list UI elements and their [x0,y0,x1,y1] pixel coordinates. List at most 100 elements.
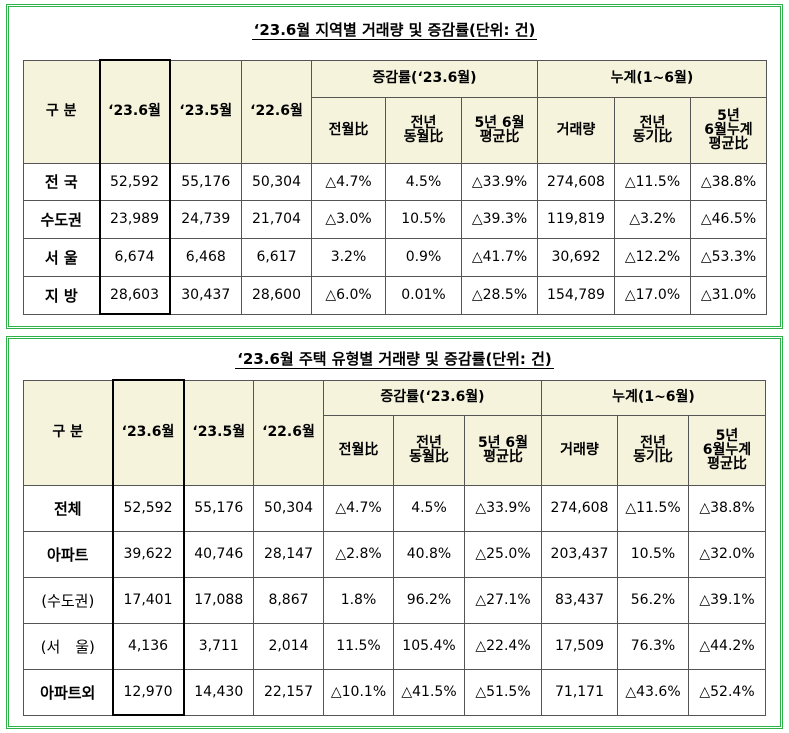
table-row: 지 방 28,603 30,437 28,600 △6.0% 0.01% △28… [23,275,767,315]
cell-jun23: 6,674 [98,237,171,277]
table-row: (서 울) 4,136 3,711 2,014 11.5% 105.4% △22… [23,622,766,670]
cell-jun22: 50,304 [241,162,312,201]
cell-cum-volume: 71,171 [541,668,618,716]
cell-mom: △10.1% [323,668,394,716]
cell-cum-yoy: △17.0% [614,275,691,315]
header-jun23: ‘23.6월 [111,379,185,486]
cell-cum-volume: 119,819 [537,199,615,239]
cell-jun23: 17,401 [111,576,185,624]
housing-type-table-title: ‘23.6월 주택 유형별 거래량 및 증감률(단위: 건) [235,350,554,369]
cell-yoy: 4.5% [393,484,465,532]
cell-mom: △3.0% [311,199,386,239]
cell-yoy: 105.4% [393,622,465,670]
cell-avg5y: △27.1% [464,576,542,624]
cell-mom: 11.5% [323,622,394,670]
cell-yoy: 0.01% [385,275,462,315]
cell-cum-yoy: 76.3% [617,622,689,670]
table-row: 아파트 39,622 40,746 28,147 △2.8% 40.8% △25… [23,530,766,578]
cell-yoy: 4.5% [385,162,462,201]
cell-avg5y: △22.4% [464,622,542,670]
cell-cum-volume: 203,437 [541,530,618,578]
cell-jun22: 2,014 [253,622,324,670]
cell-avg5y: △33.9% [464,484,542,532]
cell-jun23: 52,592 [98,162,171,201]
cell-jun22: 6,617 [241,237,312,277]
cell-cum-yoy: △11.5% [617,484,689,532]
cell-may23: 55,176 [183,484,254,532]
cell-mom: △2.8% [323,530,394,578]
cell-may23: 24,739 [169,199,242,239]
cell-jun22: 22,157 [253,668,324,716]
header-cum-volume: 거래량 [537,96,615,164]
header-yoy: 전년 동월比 [385,96,462,164]
header-category: 구 분 [23,379,113,486]
cell-may23: 55,176 [169,162,242,201]
cell-mom: △4.7% [311,162,386,201]
header-cum-yoy: 전년 동기比 [617,414,689,486]
header-cum-avg5y: 5년 6월누계 평균比 [688,414,766,486]
regional-volume-table: 구 분 ‘23.6월 ‘23.5월 ‘22.6월 증감률(‘23.6월) 누계(… [23,59,767,315]
cell-jun22: 28,147 [253,530,324,578]
cell-jun22: 28,600 [241,275,312,315]
cell-jun22: 21,704 [241,199,312,239]
cell-cum-yoy: 10.5% [617,530,689,578]
cell-avg5y: △28.5% [461,275,538,315]
cell-cum-avg5y: △31.0% [690,275,767,315]
cell-mom: △6.0% [311,275,386,315]
cell-cum-yoy: △43.6% [617,668,689,716]
header-jun22: ‘22.6월 [253,379,324,486]
cell-may23: 30,437 [169,275,242,315]
cell-may23: 14,430 [183,668,254,716]
cell-mom: 3.2% [311,237,386,277]
header-category: 구 분 [23,59,100,164]
cell-yoy: △41.5% [393,668,465,716]
cell-cum-avg5y: △38.8% [688,484,766,532]
cell-cum-avg5y: △38.8% [690,162,767,201]
row-label: 수도권 [23,199,100,239]
cell-jun22: 50,304 [253,484,324,532]
cell-cum-volume: 17,509 [541,622,618,670]
cell-may23: 3,711 [183,622,254,670]
table-row: 수도권 23,989 24,739 21,704 △3.0% 10.5% △39… [23,199,767,239]
header-avg5y: 5년 6월 평균比 [461,96,538,164]
table-row: 서 울 6,674 6,468 6,617 3.2% 0.9% △41.7% 3… [23,237,767,277]
header-jun23: ‘23.6월 [98,59,171,164]
cell-yoy: 96.2% [393,576,465,624]
table-row: (수도권) 17,401 17,088 8,867 1.8% 96.2% △27… [23,576,766,624]
header-may23: ‘23.5월 [183,379,254,486]
header-cum-volume: 거래량 [541,414,618,486]
cell-yoy: 0.9% [385,237,462,277]
header-may23: ‘23.5월 [169,59,242,164]
cell-cum-volume: 154,789 [537,275,615,315]
header-yoy: 전년 동월比 [393,414,465,486]
cell-cum-avg5y: △44.2% [688,622,766,670]
cell-jun23: 4,136 [111,622,185,670]
header-mom: 전월比 [323,414,394,486]
cell-jun23: 39,622 [111,530,185,578]
row-label: (서 울) [23,622,113,670]
cell-cum-volume: 30,692 [537,237,615,277]
row-label: 아파트 [23,530,113,578]
cell-cum-volume: 274,608 [537,162,615,201]
header-mom: 전월比 [311,96,386,164]
cell-cum-yoy: △12.2% [614,237,691,277]
row-label: 전 국 [23,162,100,201]
header-jun22: ‘22.6월 [241,59,312,164]
cell-jun23: 52,592 [111,484,185,532]
cell-cum-avg5y: △52.4% [688,668,766,716]
housing-type-volume-table: 구 분 ‘23.6월 ‘23.5월 ‘22.6월 증감률(‘23.6월) 누계(… [23,379,766,716]
header-cum-yoy: 전년 동기比 [614,96,691,164]
cell-cum-avg5y: △46.5% [690,199,767,239]
cell-cum-volume: 274,608 [541,484,618,532]
cell-cum-avg5y: △39.1% [688,576,766,624]
regional-table-panel: ‘23.6월 지역별 거래량 및 증감률(단위: 건) 구 분 ‘23.6월 ‘… [6,4,783,329]
cell-jun23: 12,970 [111,668,185,716]
row-label: (수도권) [23,576,113,624]
table-row: 전체 52,592 55,176 50,304 △4.7% 4.5% △33.9… [23,484,766,532]
cell-cum-avg5y: △53.3% [690,237,767,277]
cell-avg5y: △33.9% [461,162,538,201]
table-row: 전 국 52,592 55,176 50,304 △4.7% 4.5% △33.… [23,162,767,201]
row-label: 전체 [23,484,113,532]
row-label: 서 울 [23,237,100,277]
cell-mom: 1.8% [323,576,394,624]
